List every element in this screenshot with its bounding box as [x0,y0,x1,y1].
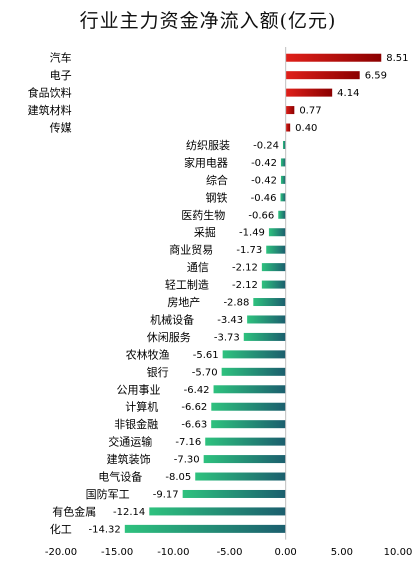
bar [211,402,286,411]
category-label: 建筑材料 [28,103,72,117]
category-label: 建筑装饰 [107,452,151,466]
bar [280,175,286,184]
bar [203,455,286,464]
bar [222,350,286,359]
category-label: 通信 [187,261,209,274]
bar [213,385,286,394]
data-label: -6.42 [184,385,210,396]
category-label: 钢铁 [205,191,227,204]
data-label: -8.05 [165,472,191,483]
category-label: 纺织服装 [186,138,230,152]
category-label: 传媒 [50,122,72,135]
category-label: 农林牧渔 [126,347,170,361]
category-label: 有色金属 [52,504,96,518]
data-label: -6.63 [181,420,207,431]
data-label: -0.42 [251,175,277,186]
category-label: 房地产 [167,295,200,309]
bar [266,245,286,254]
data-label: -0.42 [251,158,277,169]
data-label: -0.24 [253,140,279,151]
category-label: 采掘 [194,225,216,239]
x-tick-label: -15.00 [101,547,133,558]
bar [124,524,286,533]
bar [149,507,286,516]
bar [205,437,286,446]
bar [195,472,286,481]
data-label: 4.14 [337,88,359,99]
data-label: -14.32 [89,524,121,535]
bar [285,88,333,97]
category-label: 商业贸易 [169,243,213,257]
bar [285,53,382,62]
data-label: -9.17 [153,489,179,500]
data-label: -5.70 [192,367,218,378]
data-label: -5.61 [193,350,219,361]
category-label: 化工 [50,522,72,536]
x-tick-label: 0.00 [275,547,297,558]
bar [282,140,286,149]
x-tick-label: 5.00 [331,547,353,558]
category-label: 交通运输 [108,435,152,449]
data-label: -12.14 [113,507,145,518]
category-label: 汽车 [50,51,72,65]
category-label: 电气设备 [98,470,142,484]
category-label: 医药生物 [181,208,225,222]
category-label: 综合 [206,173,228,187]
bar [285,123,291,132]
bar [280,193,286,202]
bar [253,298,286,307]
data-label: 0.77 [299,106,321,117]
bar [247,315,286,324]
category-label: 机械设备 [150,312,194,326]
category-label: 休闲服务 [147,330,191,344]
x-tick-label: -5.00 [217,547,243,558]
chart-title: 行业主力资金净流入额(亿元) [79,10,337,32]
bar [211,420,286,429]
bar [261,263,286,272]
data-label: -6.62 [181,402,207,413]
data-label: -2.12 [232,280,258,291]
x-tick-label: -10.00 [157,547,189,558]
category-label: 非银金融 [114,417,158,431]
data-label: 6.59 [365,71,387,82]
bar [261,280,286,289]
bar [268,228,286,237]
category-label: 计算机 [125,400,158,414]
bar [182,489,286,498]
data-label: 0.40 [295,123,317,134]
category-label: 家用电器 [184,155,228,169]
bar [243,332,286,341]
category-label: 食品饮料 [28,86,72,100]
data-label: -7.16 [175,437,201,448]
category-label: 公用事业 [117,383,161,396]
bar [221,367,286,376]
data-label: -0.66 [248,210,274,221]
data-label: -0.46 [251,193,277,204]
data-label: -7.30 [174,455,200,466]
data-label: -2.88 [223,298,249,309]
data-label: -2.12 [232,263,258,274]
bar [280,158,286,167]
bar [278,210,286,219]
category-label: 国防军工 [86,487,130,501]
bar [285,71,360,80]
data-label: -3.73 [214,332,240,343]
category-label: 电子 [50,69,72,82]
bar [285,106,295,115]
data-label: -3.43 [217,315,243,326]
data-label: -1.49 [239,228,265,239]
x-tick-label: 10.00 [384,547,413,558]
category-label: 银行 [147,365,169,379]
data-label: -1.73 [236,245,262,256]
category-label: 轻工制造 [165,278,209,292]
x-tick-label: -20.00 [45,547,77,558]
data-label: 8.51 [386,53,408,64]
